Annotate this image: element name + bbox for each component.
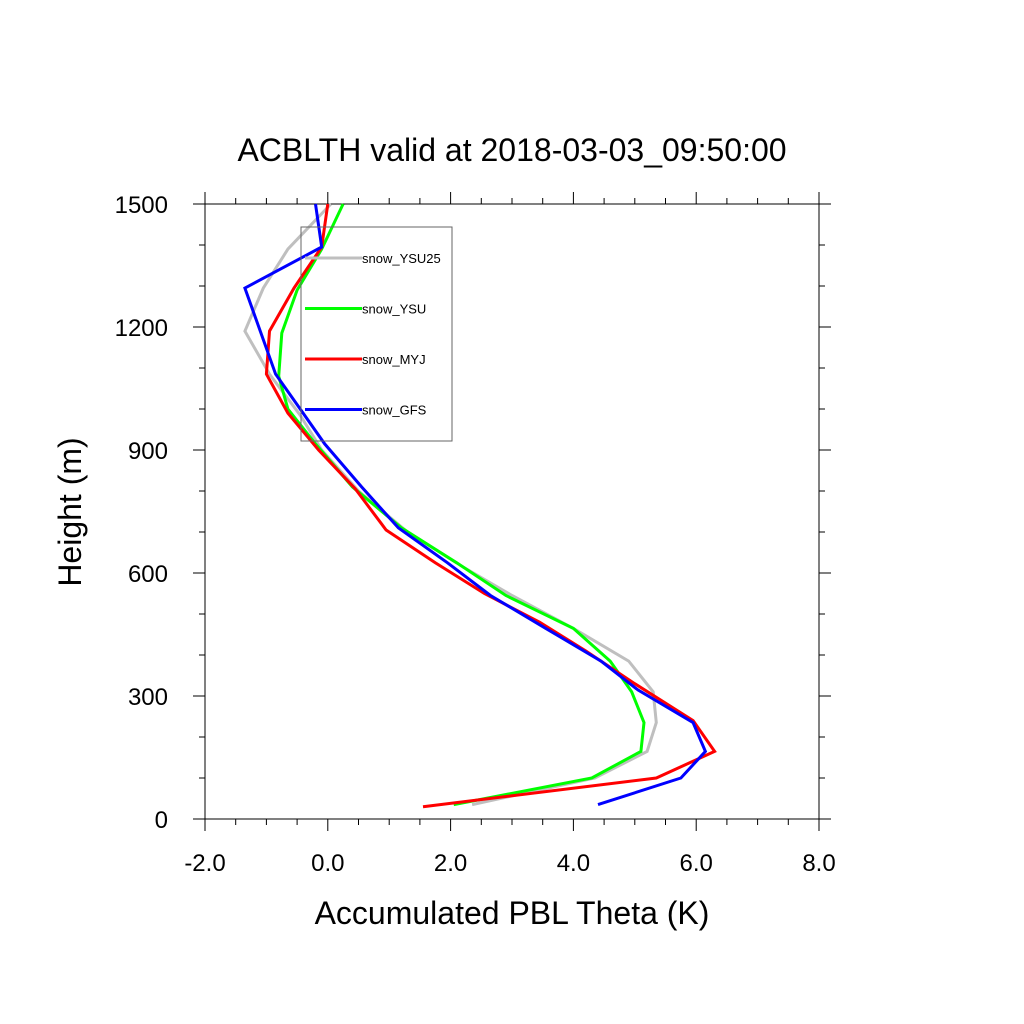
y-tick-label: 600: [128, 561, 168, 588]
legend-label-snow_GFS: snow_GFS: [362, 403, 427, 418]
y-tick-label: 300: [128, 684, 168, 711]
chart-title: ACBLTH valid at 2018-03-03_09:50:00: [237, 132, 786, 168]
y-tick-label: 900: [128, 438, 168, 465]
y-tick-label: 1500: [115, 192, 168, 219]
plot-area: -2.0 0.0 2.0 4.0 6.0 8.0 0 300 600 900 1200 1500: [115, 192, 836, 877]
series-line-snow_YSU: [277, 203, 646, 807]
x-tick-label: 0.0: [311, 850, 344, 877]
legend-label-snow_YSU: snow_YSU: [362, 302, 426, 317]
legend-label-snow_YSU25: snow_YSU25: [362, 251, 441, 266]
y-tick-label: 0: [155, 807, 168, 834]
plot-frame: [204, 203, 820, 820]
legend-label-snow_MYJ: snow_MYJ: [362, 352, 426, 367]
x-axis-label: Accumulated PBL Theta (K): [315, 895, 710, 931]
legend-box: [300, 226, 453, 442]
x-tick-label: 4.0: [557, 850, 590, 877]
x-tick-label: 2.0: [434, 850, 467, 877]
legend: snow_YSU25 snow_YSU snow_MYJ snow_GFS: [300, 226, 453, 442]
y-tick-label: 1200: [115, 315, 168, 342]
series-line-snow_GFS: [243, 203, 708, 807]
series-line-snow_YSU25: [243, 202, 658, 807]
y-axis-label: Height (m): [52, 437, 88, 586]
x-tick-label: 6.0: [680, 850, 713, 877]
series-line-snow_MYJ: [264, 203, 717, 809]
x-tick-label: -2.0: [184, 850, 225, 877]
x-tick-label: 8.0: [802, 850, 835, 877]
